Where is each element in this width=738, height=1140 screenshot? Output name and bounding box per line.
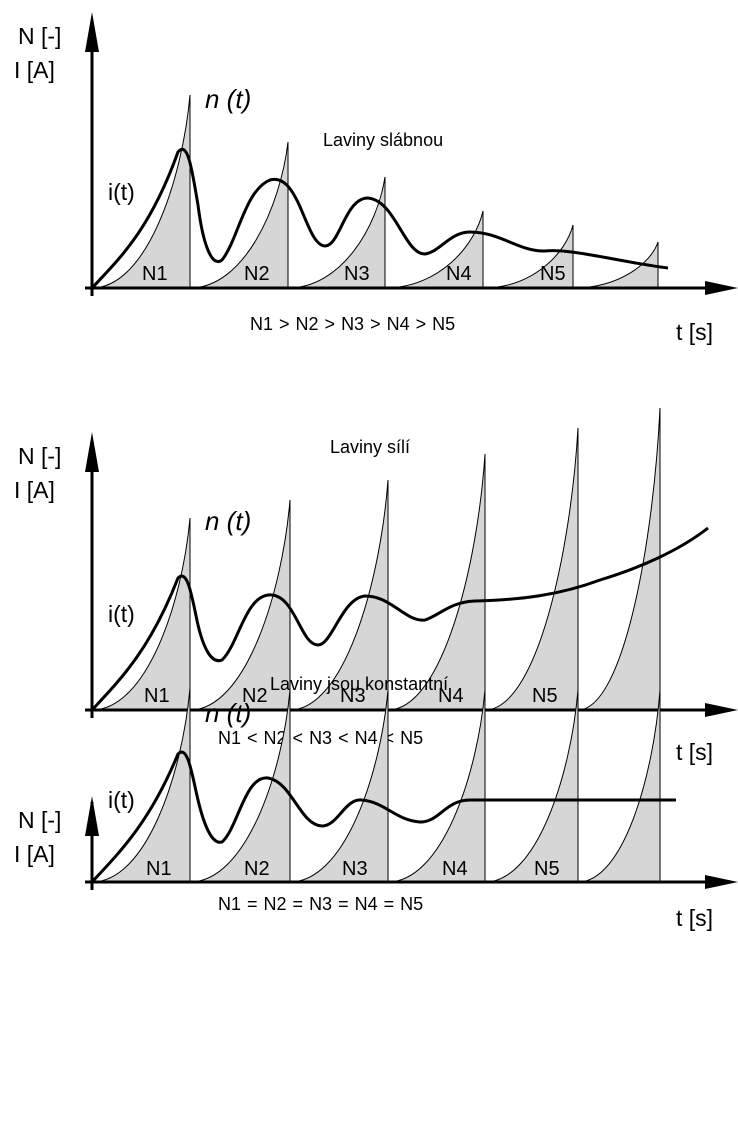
panel-weakening: N [-] I [A] t [s] n (t) i(t) Laviny sláb… xyxy=(14,12,738,345)
y-axis-label-i: I [A] xyxy=(14,841,55,867)
panel-constant: N [-] I [A] t [s] n (t) i(t) Laviny jsou… xyxy=(14,674,738,931)
avalanche-spike xyxy=(289,689,389,883)
avalanche-spike xyxy=(482,224,574,289)
panel-title: Laviny sílí xyxy=(330,437,410,457)
avalanche-label-n3: N3 xyxy=(342,858,368,880)
comparison-relation: N1 = N2 = N3 = N4 = N5 xyxy=(218,894,423,914)
avalanche-spikes xyxy=(91,407,661,711)
avalanche-spike xyxy=(484,689,579,883)
avalanche-label-n2: N2 xyxy=(244,858,270,880)
avalanche-label-n1: N1 xyxy=(146,858,172,880)
comparison-relation: N1 > N2 > N3 > N4 > N5 xyxy=(250,314,455,334)
current-curve-i xyxy=(90,148,669,290)
current-curve-i xyxy=(90,526,709,712)
x-axis-label: t [s] xyxy=(676,905,713,931)
avalanche-spike xyxy=(91,94,191,289)
x-axis-label: t [s] xyxy=(676,319,713,345)
avalanche-label-n4: N4 xyxy=(446,263,472,285)
avalanche-spike xyxy=(189,689,291,883)
avalanche-spike xyxy=(91,517,191,711)
x-axis-arrow xyxy=(705,875,738,889)
curve-label-n: n (t) xyxy=(205,506,251,536)
y-axis-label-i: I [A] xyxy=(14,57,55,83)
avalanche-spikes xyxy=(91,687,661,883)
avalanche-label-n4: N4 xyxy=(438,685,464,707)
avalanche-label-n3: N3 xyxy=(344,263,370,285)
avalanche-labels: N1 N2 N3 N4 N5 xyxy=(146,858,560,880)
avalanche-label-n2: N2 xyxy=(244,263,270,285)
y-axis-arrow xyxy=(85,432,99,472)
avalanche-spike xyxy=(189,141,289,289)
curve-label-i: i(t) xyxy=(108,601,135,627)
x-axis-arrow xyxy=(705,703,738,717)
x-axis-arrow xyxy=(705,281,738,295)
avalanche-label-n1: N1 xyxy=(144,685,170,707)
panel-title: Laviny slábnou xyxy=(323,130,443,150)
avalanche-spike xyxy=(387,689,486,883)
avalanche-spike xyxy=(189,499,291,711)
panel-strengthening: N [-] I [A] t [s] n (t) i(t) Laviny sílí… xyxy=(14,407,738,765)
avalanche-label-n5: N5 xyxy=(532,685,558,707)
y-axis-arrow xyxy=(85,12,99,52)
avalanche-label-n5: N5 xyxy=(534,858,560,880)
avalanche-spike xyxy=(91,687,191,883)
avalanche-label-n1: N1 xyxy=(142,263,168,285)
avalanche-label-n4: N4 xyxy=(442,858,468,880)
avalanche-spike xyxy=(384,210,484,289)
curve-label-n: n (t) xyxy=(205,84,251,114)
curve-label-i: i(t) xyxy=(108,787,135,813)
avalanche-label-n3: N3 xyxy=(340,685,366,707)
avalanche-label-n2: N2 xyxy=(242,685,268,707)
curve-label-n: n (t) xyxy=(205,698,251,728)
avalanche-spike xyxy=(577,689,661,883)
avalanche-spike xyxy=(289,479,389,711)
comparison-relation: N1 < N2 < N3 < N4 < N5 xyxy=(218,728,423,748)
y-axis-arrow xyxy=(85,796,99,836)
curve-label-i: i(t) xyxy=(108,179,135,205)
y-axis-label-n: N [-] xyxy=(18,23,61,49)
y-axis-label-n: N [-] xyxy=(18,807,61,833)
avalanche-label-n5: N5 xyxy=(540,263,566,285)
panel-title: Laviny jsou konstantní xyxy=(270,674,448,694)
current-curve-i xyxy=(90,750,676,884)
avalanche-labels: N1 N2 N3 N4 N5 xyxy=(144,685,558,707)
y-axis-label-i: I [A] xyxy=(14,477,55,503)
avalanche-spike xyxy=(577,407,661,711)
x-axis-label: t [s] xyxy=(676,739,713,765)
avalanche-spike xyxy=(484,427,579,711)
avalanche-spikes xyxy=(91,94,659,289)
y-axis-label-n: N [-] xyxy=(18,443,61,469)
avalanche-labels: N1 N2 N3 N4 N5 xyxy=(142,263,566,285)
avalanche-spike xyxy=(287,176,386,289)
avalanche-spike xyxy=(387,453,486,711)
